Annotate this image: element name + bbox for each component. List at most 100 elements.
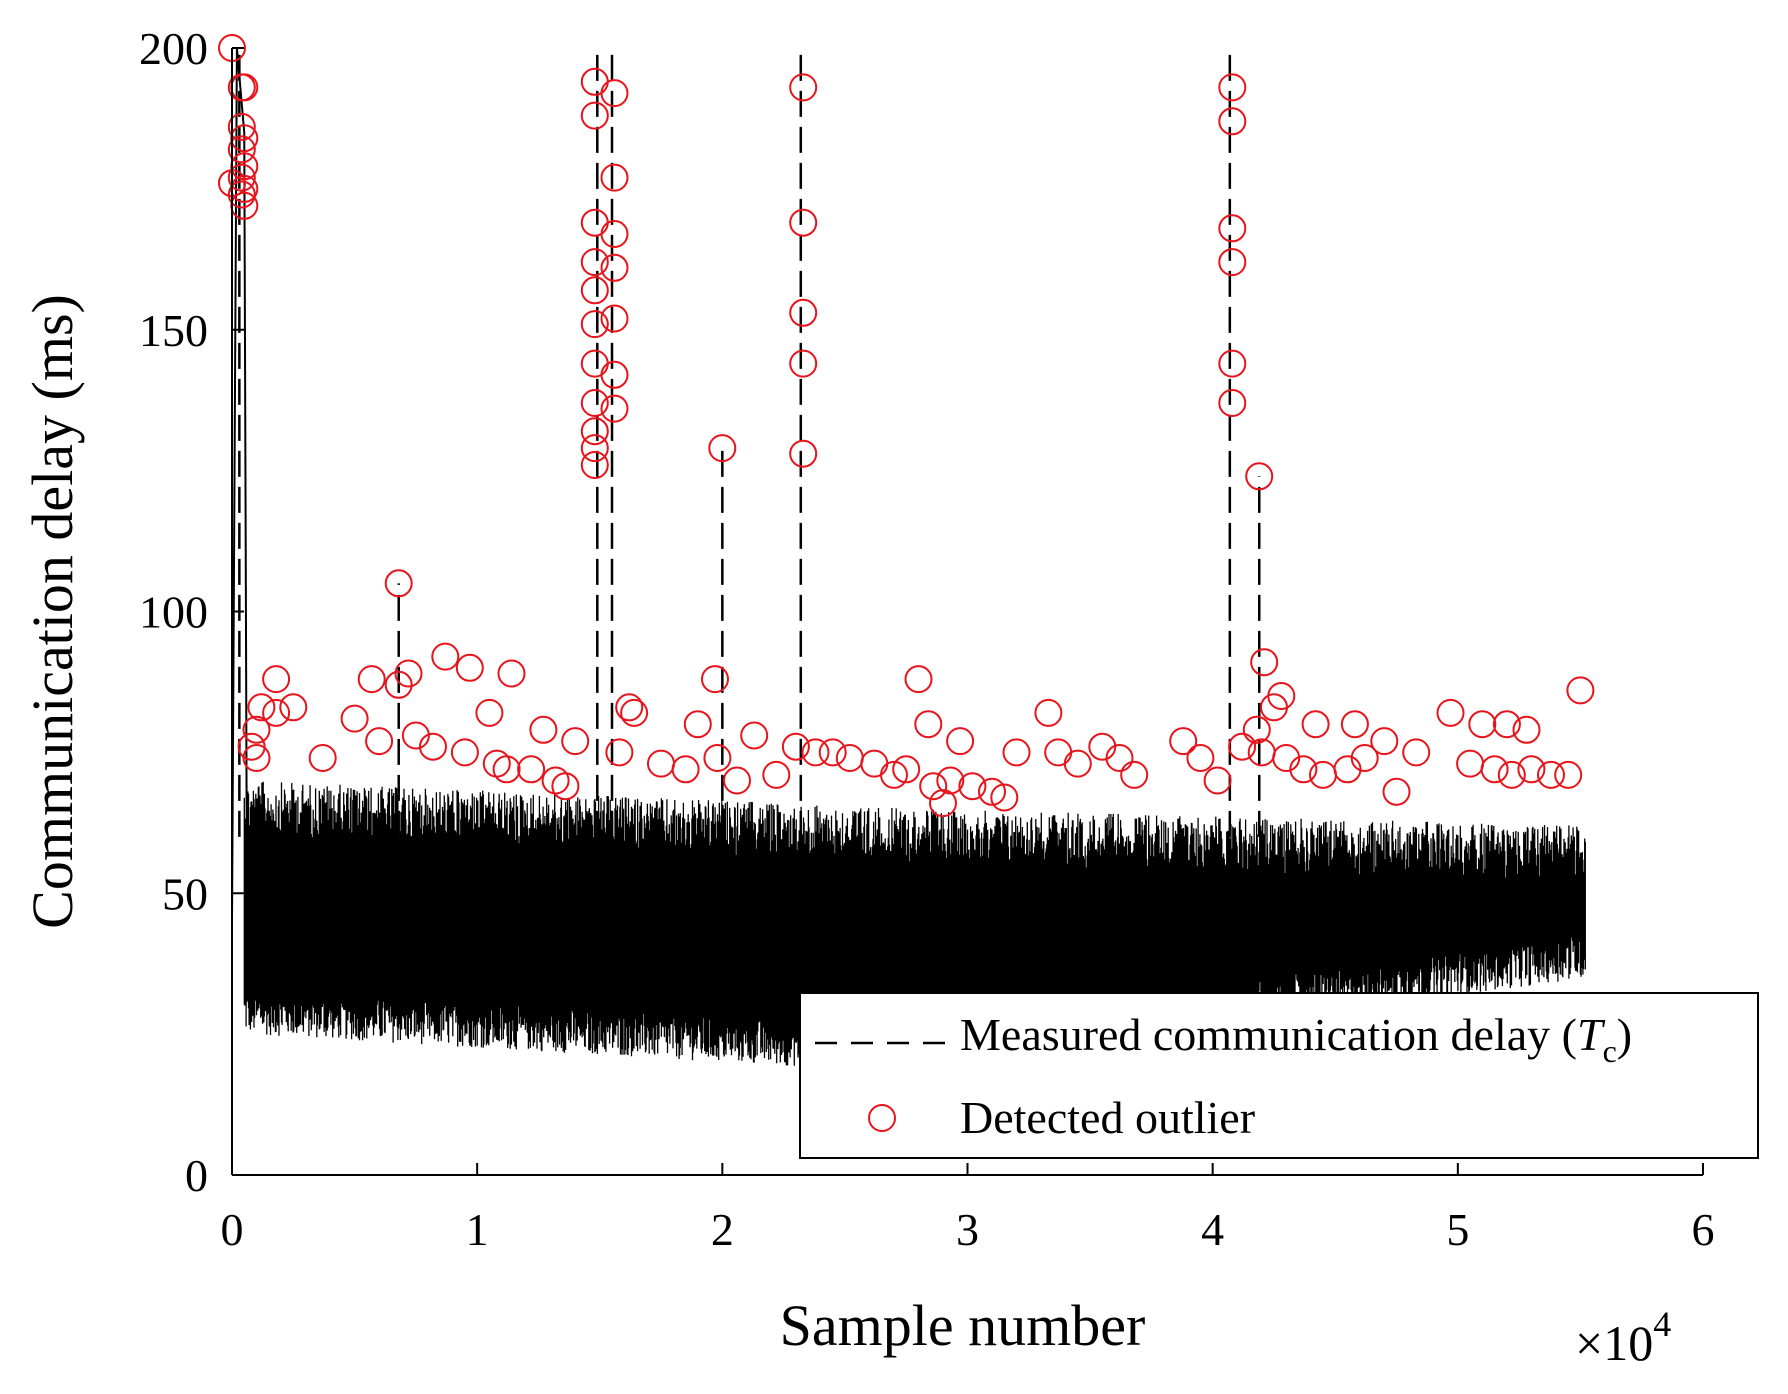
outlier-marker	[703, 744, 732, 772]
outlier-marker	[580, 248, 609, 277]
outlier-marker	[262, 665, 291, 694]
outlier-marker	[1301, 710, 1330, 739]
legend-box	[799, 992, 1759, 1159]
outlier-marker	[600, 360, 629, 389]
outlier-marker	[1218, 248, 1247, 277]
outlier-marker	[517, 755, 546, 784]
outlier-marker	[683, 710, 712, 739]
outlier-marker	[580, 101, 609, 130]
outlier-marker	[227, 180, 256, 209]
outlier-marker	[600, 220, 629, 248]
outlier-marker	[1105, 744, 1134, 772]
outlier-marker	[671, 755, 700, 784]
outlier-marker	[904, 665, 933, 694]
series-start-ramp	[231, 47, 248, 922]
outlier-marker	[580, 417, 609, 446]
outlier-marker	[401, 721, 430, 750]
outlier-marker	[1002, 738, 1031, 767]
outlier-marker	[1436, 698, 1465, 727]
outlier-marker	[1245, 462, 1274, 491]
outlier-marker	[1228, 732, 1257, 761]
x-tick-label: 5	[1446, 1204, 1469, 1255]
outlier-marker	[365, 727, 394, 756]
legend-outlier-marker	[868, 1104, 896, 1132]
outlier-marker	[262, 698, 291, 727]
tick-labels: 0 1 2 3 4 5 6 0 50 100 150 200	[139, 23, 1715, 1255]
outlier-marker	[1517, 755, 1546, 784]
outlier-marker	[892, 755, 921, 784]
outlier-marker	[1370, 727, 1399, 756]
outlier-marker	[1340, 710, 1369, 739]
series-noise-band	[243, 781, 1586, 1073]
outlier-marker	[580, 389, 609, 417]
outlier-marker	[1554, 760, 1583, 789]
legend-label-outlier: Detected outlier	[960, 1092, 1255, 1143]
outlier-marker	[789, 73, 818, 102]
axes	[231, 47, 1704, 1176]
x-multiplier-exponent: 4	[1653, 1304, 1671, 1344]
outlier-marker	[1218, 349, 1247, 378]
outlier-marker	[605, 738, 634, 767]
outlier-marker	[946, 727, 975, 756]
y-tick-label: 0	[185, 1150, 208, 1201]
outlier-marker	[580, 310, 609, 339]
y-tick-label: 100	[139, 587, 208, 638]
x-tick-label: 3	[956, 1204, 979, 1255]
outlier-marker	[978, 777, 1006, 806]
outlier-marker	[357, 665, 386, 694]
outlier-marker	[1350, 744, 1379, 772]
outlier-marker	[1034, 698, 1063, 727]
outlier-marker	[1169, 727, 1198, 756]
outlier-marker	[620, 698, 649, 727]
outlier-marker	[914, 710, 943, 739]
x-axis-label: Sample number	[780, 1293, 1146, 1358]
outlier-marker	[958, 772, 987, 801]
outlier-marker	[740, 721, 769, 750]
outlier-marker	[789, 298, 818, 327]
outlier-marker	[227, 163, 256, 192]
outlier-marker	[1497, 760, 1526, 789]
outlier-marker	[475, 698, 504, 727]
outlier-marker	[384, 670, 413, 699]
outlier-marker	[394, 659, 423, 688]
outlier-marker	[1218, 107, 1247, 136]
outlier-marker	[936, 766, 965, 795]
outlier-marker	[561, 727, 590, 756]
outlier-marker	[1492, 710, 1521, 739]
outlier-marker	[919, 772, 948, 801]
outlier-marker	[781, 732, 810, 761]
outlier-marker	[1063, 749, 1092, 778]
legend: Measured communication delay (Tc) Detect…	[799, 992, 1759, 1159]
x-tick-label: 4	[1201, 1204, 1224, 1255]
outlier-markers	[218, 34, 1595, 818]
outlier-marker	[880, 760, 908, 789]
outlier-marker	[600, 304, 629, 333]
legend-label-measured: Measured communication delay (Tc)	[960, 1009, 1632, 1069]
outlier-marker	[580, 434, 609, 463]
outlier-marker	[227, 112, 256, 141]
outlier-marker	[615, 693, 644, 722]
outlier-marker	[723, 766, 751, 795]
outlier-marker	[1186, 744, 1215, 772]
outlier-marker	[1537, 760, 1565, 789]
measured-delay-series	[231, 47, 1586, 1073]
outlier-marker	[580, 276, 609, 305]
outlier-marker	[789, 349, 818, 378]
outlier-marker	[1267, 682, 1296, 710]
x-tick-label: 2	[711, 1204, 734, 1255]
outlier-marker	[455, 653, 484, 682]
outlier-marker	[227, 135, 256, 164]
outlier-marker	[600, 253, 629, 282]
outlier-marker	[340, 704, 369, 733]
outlier-marker	[450, 738, 479, 767]
outlier-marker	[818, 738, 847, 767]
outlier-marker	[551, 772, 580, 801]
outlier-marker	[801, 738, 830, 767]
outlier-marker	[492, 755, 521, 784]
outlier-marker	[1218, 389, 1247, 417]
outlier-marker	[1402, 738, 1431, 767]
outlier-marker	[497, 659, 526, 688]
outlier-marker	[1120, 760, 1149, 789]
